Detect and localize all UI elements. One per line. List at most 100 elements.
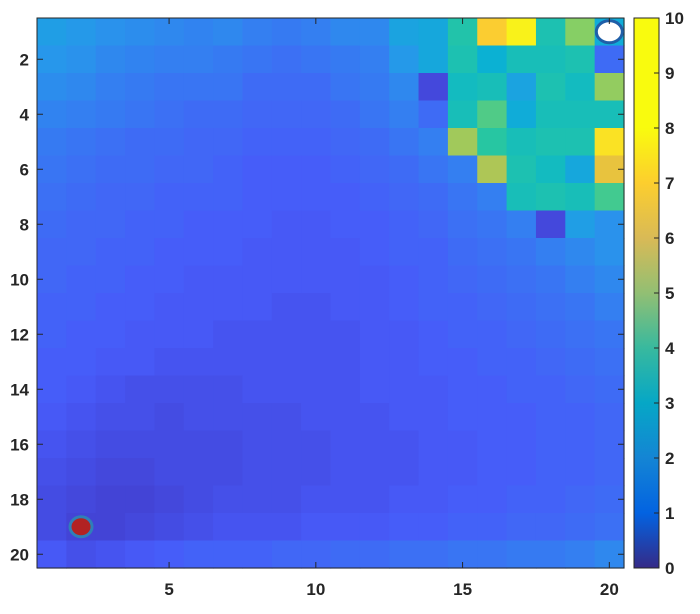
heatmap-cell [565, 320, 596, 349]
heatmap-cell [535, 348, 566, 377]
heatmap-cell [271, 128, 302, 157]
heatmap-cell [183, 73, 214, 102]
heatmap-cell [418, 540, 449, 569]
heatmap-cell [95, 265, 126, 294]
heatmap-cell [565, 430, 596, 459]
heatmap-cell [213, 238, 244, 267]
heatmap-cell [565, 540, 596, 569]
heatmap-cell [535, 100, 566, 129]
heatmap-cell [183, 513, 214, 542]
heatmap-cell [66, 485, 97, 514]
heatmap-cell [271, 73, 302, 102]
heatmap-cell [271, 430, 302, 459]
heatmap-cell [330, 375, 361, 404]
heatmap-cell [359, 45, 390, 74]
heatmap-cell [447, 375, 478, 404]
heatmap-cell [242, 430, 273, 459]
heatmap-cell [594, 128, 625, 157]
heatmap-cell [418, 403, 449, 432]
heatmap-cell [359, 348, 390, 377]
heatmap-cell [271, 403, 302, 432]
heatmap-cell [359, 100, 390, 129]
heatmap-cell [66, 210, 97, 239]
heatmap-cell [418, 485, 449, 514]
heatmap-cell [565, 100, 596, 129]
heatmap-cell [359, 375, 390, 404]
heatmap-cell [271, 210, 302, 239]
heatmap-cell [594, 73, 625, 102]
heatmap-cell [418, 458, 449, 487]
heatmap-cell [506, 540, 537, 569]
heatmap-cell [330, 73, 361, 102]
heatmap-cell [125, 265, 155, 294]
heatmap-cell [154, 73, 185, 102]
heatmap-cell [477, 73, 508, 102]
heatmap-cell [242, 128, 273, 157]
heatmap-cell [301, 128, 332, 157]
heatmap-cell [37, 238, 67, 267]
heatmap-cell [37, 513, 67, 542]
heatmap-cell [477, 540, 508, 569]
heatmap-cell [594, 238, 625, 267]
heatmap-cell [594, 403, 625, 432]
heatmap-cell [301, 403, 332, 432]
heatmap-cell [389, 430, 420, 459]
colorbar-tick-label: 7 [665, 174, 674, 193]
heatmap-cell [506, 403, 537, 432]
heatmap-cell [301, 430, 332, 459]
heatmap-cell [506, 18, 537, 47]
colorbar-tick-label: 10 [665, 9, 684, 28]
heatmap-cell [242, 155, 273, 184]
heatmap-cell [271, 45, 302, 74]
heatmap-cell [125, 375, 155, 404]
heatmap-cell [271, 458, 302, 487]
heatmap-cell [389, 45, 420, 74]
heatmap-cell [154, 293, 185, 322]
heatmap-cell [359, 265, 390, 294]
heatmap-cell [154, 403, 185, 432]
heatmap-cell [154, 265, 185, 294]
heatmap-cell [565, 348, 596, 377]
heatmap-cell [301, 73, 332, 102]
heatmap-cell [66, 183, 97, 212]
heatmap-cell [66, 348, 97, 377]
heatmap-cell [506, 458, 537, 487]
heatmap-cell [301, 155, 332, 184]
heatmap-cell [271, 348, 302, 377]
heatmap-cell [213, 155, 244, 184]
heatmap-cell [565, 293, 596, 322]
y-tick-label: 16 [10, 435, 29, 454]
heatmap-cell [535, 375, 566, 404]
heatmap-cell [66, 430, 97, 459]
heatmap-cell [418, 375, 449, 404]
heatmap-cell [183, 210, 214, 239]
heatmap-cell [154, 430, 185, 459]
heatmap-cell [37, 128, 67, 157]
heatmap-cell [389, 18, 420, 47]
heatmap-cell [125, 183, 155, 212]
heatmap-cell [389, 293, 420, 322]
heatmap-cell [535, 403, 566, 432]
heatmap-cell [154, 348, 185, 377]
colorbar-ticks: 0 1 2 3 4 5 6 7 8 9 10 [654, 9, 684, 578]
heatmap-cell [154, 183, 185, 212]
heatmap-cell [183, 238, 214, 267]
heatmap-cell [447, 403, 478, 432]
heatmap-cell [242, 183, 273, 212]
colorbar-tick-label: 8 [665, 119, 674, 138]
heatmap-cell [535, 430, 566, 459]
heatmap-cell [242, 238, 273, 267]
heatmap-cell [271, 513, 302, 542]
heatmap-cell [389, 100, 420, 129]
heatmap-cell [37, 73, 67, 102]
heatmap-cell [477, 485, 508, 514]
heatmap-cell [95, 320, 126, 349]
heatmap-cell [389, 375, 420, 404]
heatmap-cell [418, 320, 449, 349]
heatmap-cell [535, 320, 566, 349]
heatmap-cell [183, 375, 214, 404]
heatmap-cell [447, 128, 478, 157]
heatmap-cell [125, 45, 155, 74]
heatmap-cell [271, 485, 302, 514]
heatmap-cell [565, 18, 596, 47]
